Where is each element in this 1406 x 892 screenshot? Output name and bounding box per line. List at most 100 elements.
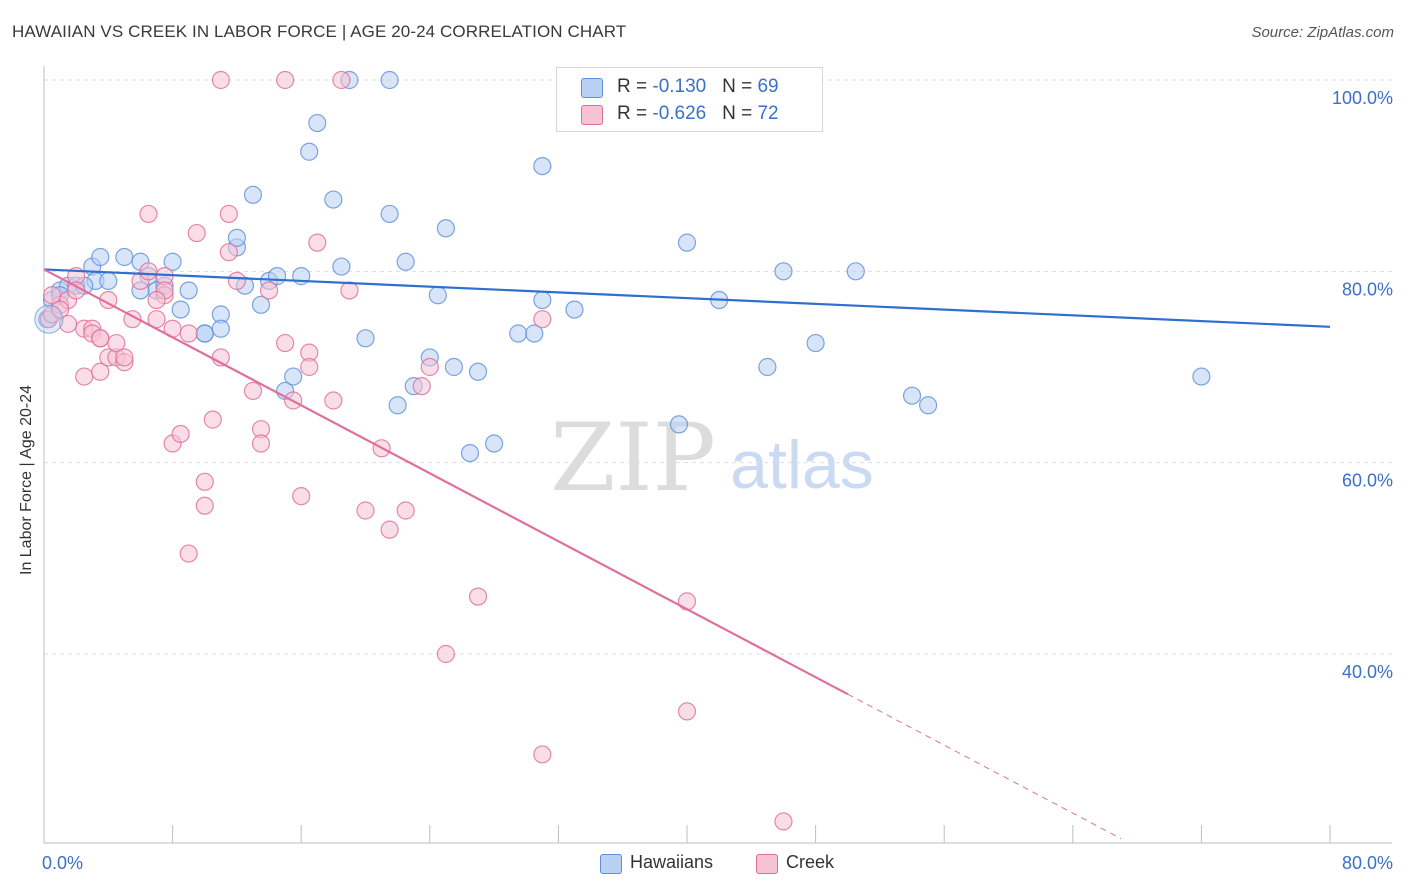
creek-point <box>91 329 110 348</box>
hawaiians-point <box>485 434 504 453</box>
creek-point <box>276 70 295 90</box>
hawaiians-n-value: 69 <box>757 76 779 97</box>
hawaiians-point <box>436 219 455 238</box>
creek-point <box>50 300 70 319</box>
creek-point <box>211 70 230 90</box>
creek-point <box>332 70 351 90</box>
creek-point <box>203 410 222 429</box>
hawaiians-point <box>1192 367 1211 386</box>
hawaiians-point <box>195 324 214 343</box>
creek-point <box>259 281 279 300</box>
hawaiians-point <box>115 247 134 267</box>
creek-point <box>75 367 94 386</box>
y-tick-label-100: 100.0% <box>1332 88 1393 108</box>
hawaiians-point <box>388 396 407 415</box>
hawaiians-point <box>533 290 552 310</box>
creek-point <box>356 501 375 520</box>
axes <box>43 66 1392 844</box>
creek-point <box>219 243 238 262</box>
hawaiians-point <box>460 444 480 463</box>
hawaiians-point <box>396 252 415 271</box>
creek-point <box>139 204 158 224</box>
hawaiians-point <box>468 362 488 381</box>
creek-point <box>308 233 327 252</box>
creek-point <box>195 472 214 491</box>
hawaiians-point <box>677 233 697 252</box>
hawaiians-point <box>444 357 464 377</box>
hawaiians-point <box>774 262 793 281</box>
creek-point <box>42 286 62 305</box>
hawaiians-point <box>171 300 190 319</box>
hawaiians-point <box>902 386 922 405</box>
creek-point <box>340 281 359 300</box>
hawaiians-point <box>91 247 110 267</box>
creek-trendline <box>43 268 849 696</box>
hawaiians-point <box>332 257 351 276</box>
creek-point <box>677 702 697 721</box>
hawaiians-legend-swatch <box>600 854 622 874</box>
creek-point <box>468 587 488 606</box>
creek-point <box>533 745 552 764</box>
stats-legend: R = -0.130 N = 69 R = -0.626 N = 72 <box>556 67 823 132</box>
creek-n-value: 72 <box>757 103 779 124</box>
hawaiians-point <box>179 281 198 300</box>
creek-legend-swatch <box>756 854 778 874</box>
hawaiians-point <box>846 262 865 281</box>
tick-labels: 100.0% 80.0% 60.0% 40.0% 0.0% 80.0% <box>42 88 1393 873</box>
hawaiians-point <box>99 271 118 290</box>
hawaiians-point <box>806 333 825 353</box>
creek-point <box>300 357 319 377</box>
creek-point <box>179 324 198 343</box>
creek-point <box>147 290 166 310</box>
creek-legend-label: Creek <box>786 852 835 872</box>
creek-r-label: R = <box>617 103 653 124</box>
y-tick-label-40: 40.0% <box>1342 662 1393 682</box>
creek-point <box>292 487 311 506</box>
hawaiians-point <box>669 415 689 434</box>
hawaiians-point <box>251 295 271 314</box>
hawaiians-point <box>525 324 544 343</box>
hawaiians-swatch <box>581 78 603 98</box>
hawaiians-point <box>308 113 327 133</box>
watermark-zip: ZIP <box>550 404 716 513</box>
hawaiians-r-value: -0.130 <box>652 76 707 97</box>
creek-r-value: -0.626 <box>652 103 707 124</box>
hawaiians-legend-label: Hawaiians <box>630 852 714 872</box>
creek-point <box>187 223 206 243</box>
creek-point <box>420 357 439 377</box>
source-label: Source: ZipAtlas.com <box>1251 24 1394 41</box>
hawaiians-point <box>243 185 263 204</box>
hawaiians-point <box>428 286 447 305</box>
hawaiians-point <box>533 157 552 176</box>
hawaiians-point <box>509 324 528 343</box>
creek-point <box>324 391 343 410</box>
y-tick-label-60: 60.0% <box>1342 471 1393 491</box>
hawaiians-point <box>758 357 777 377</box>
creek-point <box>195 496 214 515</box>
hawaiians-point <box>227 228 246 247</box>
creek-trendline-extension <box>847 693 1122 840</box>
x-tick-label-min: 0.0% <box>42 853 83 873</box>
creek-point <box>179 544 198 563</box>
hawaiians-point <box>565 300 584 319</box>
creek-point <box>276 333 295 353</box>
y-tick-label-80: 80.0% <box>1342 279 1393 299</box>
creek-n-label: N = <box>722 103 758 124</box>
creek-point <box>115 348 134 367</box>
hawaiians-point <box>380 70 399 90</box>
hawaiians-trendline <box>43 268 1331 328</box>
creek-point <box>171 424 190 444</box>
creek-point <box>251 434 271 453</box>
trendlines <box>43 268 1331 840</box>
hawaiians-point <box>380 204 399 224</box>
creek-point <box>219 204 238 224</box>
creek-point <box>533 310 552 329</box>
hawaiians-n-label: N = <box>722 76 758 97</box>
creek-point <box>412 377 431 396</box>
creek-point <box>139 262 158 281</box>
creek-point <box>396 501 415 520</box>
x-tick-label-max: 80.0% <box>1342 853 1393 873</box>
hawaiians-point <box>356 329 375 348</box>
watermark-atlas: atlas <box>730 427 874 503</box>
